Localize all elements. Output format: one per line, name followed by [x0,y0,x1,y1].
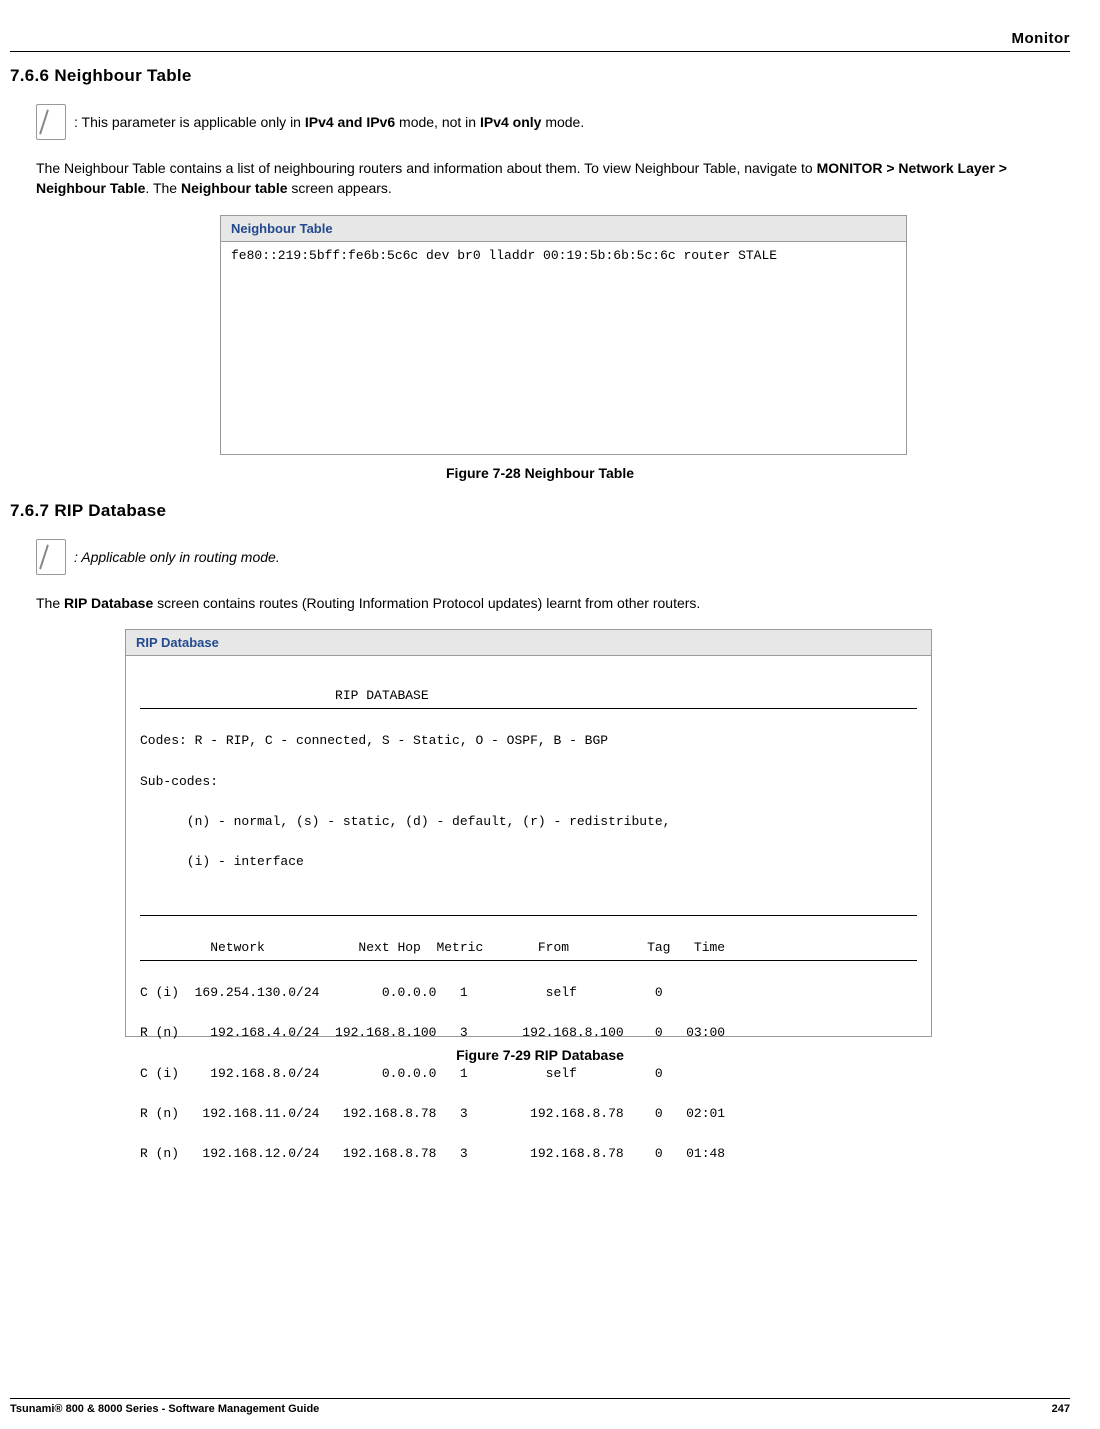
rip-title-line: RIP DATABASE [140,686,917,706]
note1-suffix: mode. [541,114,584,130]
rip-hr3 [140,960,917,961]
para1-mid: . The [145,180,181,196]
para1-bold2: Neighbour table [181,180,288,196]
header-monitor: Monitor [10,30,1070,51]
rip-hr1 [140,708,917,709]
section-heading-rip: 7.6.7 RIP Database [10,501,1070,521]
rip-row: C (i) 192.168.8.0/24 0.0.0.0 1 self 0 [140,1064,917,1084]
note-text-1: : This parameter is applicable only in I… [74,114,584,130]
rip-panel-title: RIP Database [126,630,931,656]
note-icon [36,104,66,140]
caption-rip: Figure 7-29 RIP Database [10,1047,1070,1063]
header-rule [10,51,1070,52]
rip-row: C (i) 169.254.130.0/24 0.0.0.0 1 self 0 [140,983,917,1003]
rip-sub-line1: (n) - normal, (s) - static, (d) - defaul… [140,812,917,832]
para-neighbour: The Neighbour Table contains a list of n… [36,158,1070,199]
para1-after: screen appears. [288,180,392,196]
rip-panel-body: RIP DATABASE Codes: R - RIP, C - connect… [126,656,931,1036]
para-rip: The RIP Database screen contains routes … [36,593,1070,613]
note-icon [36,539,66,575]
rip-sub-label: Sub-codes: [140,772,917,792]
note-text-2: : Applicable only in routing mode. [74,549,280,565]
neighbour-panel-title: Neighbour Table [221,216,906,242]
rip-sub-line2: (i) - interface [140,852,917,872]
caption-neighbour: Figure 7-28 Neighbour Table [10,465,1070,481]
section-heading-neighbour: 7.6.6 Neighbour Table [10,66,1070,86]
neighbour-panel-body: fe80::219:5bff:fe6b:5c6c dev br0 lladdr … [221,242,906,454]
neighbour-panel: Neighbour Table fe80::219:5bff:fe6b:5c6c… [220,215,907,455]
rip-row: R (n) 192.168.4.0/24 192.168.8.100 3 192… [140,1023,917,1043]
note1-bold1: IPv4 and IPv6 [305,114,395,130]
note1-prefix: : This parameter is applicable only in [74,114,305,130]
note1-bold2: IPv4 only [480,114,541,130]
para2-bold: RIP Database [64,595,153,611]
para2-after: screen contains routes (Routing Informat… [153,595,700,611]
rip-header-row: Network Next Hop Metric From Tag Time [140,938,917,958]
note1-mid: mode, not in [395,114,480,130]
para2-before: The [36,595,64,611]
para1-before: The Neighbour Table contains a list of n… [36,160,817,176]
footer-page: 247 [1052,1403,1070,1415]
rip-row: R (n) 192.168.12.0/24 192.168.8.78 3 192… [140,1144,917,1164]
rip-row: R (n) 192.168.11.0/24 192.168.8.78 3 192… [140,1104,917,1124]
rip-panel: RIP Database RIP DATABASE Codes: R - RIP… [125,629,932,1037]
rip-hr2 [140,915,917,916]
rip-blank [140,892,917,912]
footer-left: Tsunami® 800 & 8000 Series - Software Ma… [10,1403,319,1415]
rip-codes-line: Codes: R - RIP, C - connected, S - Stati… [140,731,917,751]
note2-italic: : Applicable only in routing mode. [74,549,280,565]
